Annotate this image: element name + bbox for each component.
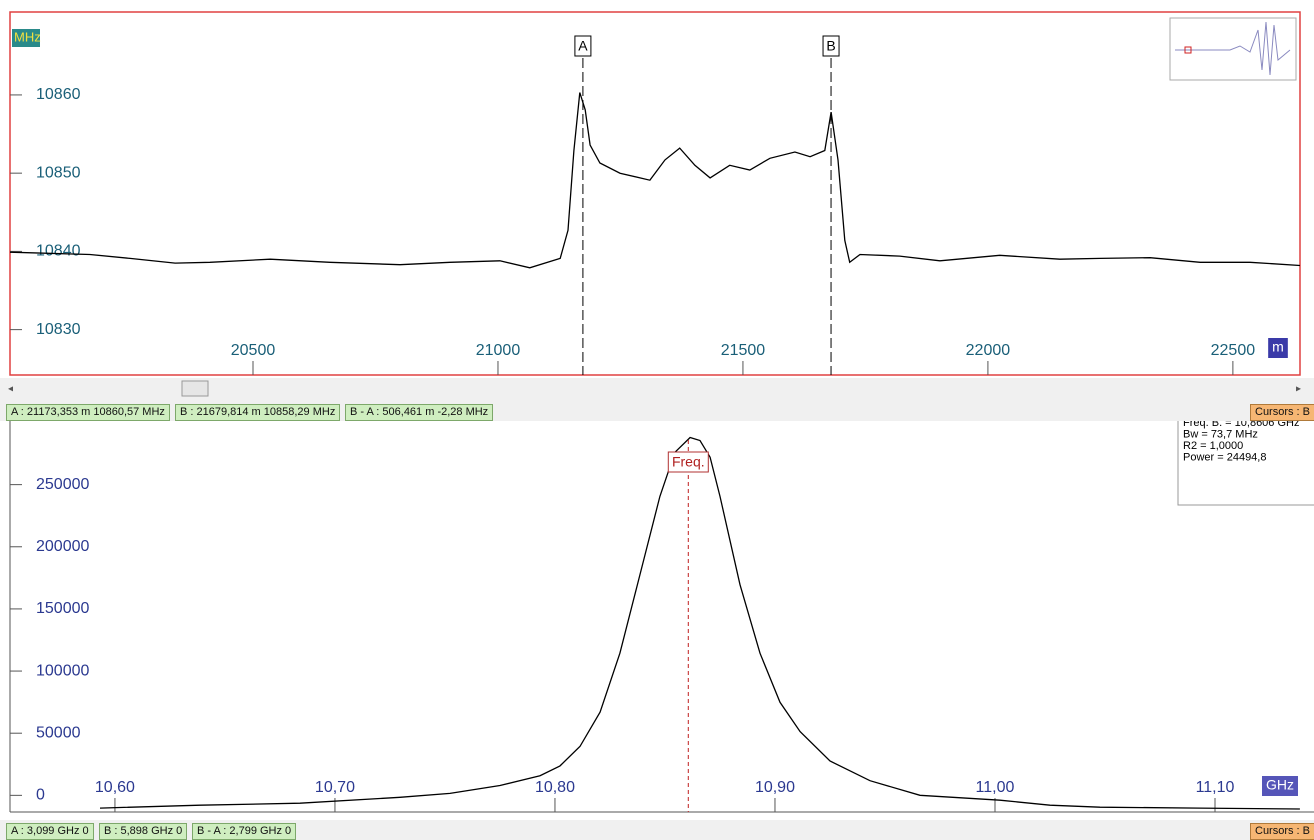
overview-window	[1184, 46, 1192, 54]
status-field: A : 21173,353 m 10860,57 MHz	[6, 404, 170, 421]
x-tick-label: 21500	[721, 342, 766, 359]
data-line	[99, 436, 1300, 810]
status-field: B - A : 2,799 GHz 0	[192, 823, 297, 840]
y-unit: MHz	[14, 29, 41, 44]
y-tick-label: 10860	[36, 86, 81, 103]
x-unit-bg	[1268, 338, 1288, 358]
x-tick-label: 20500	[231, 342, 276, 359]
cursor-mode[interactable]: Cursors : B	[1250, 823, 1314, 840]
x-tick-label: 22000	[966, 342, 1011, 359]
y-tick-label: 10840	[36, 243, 81, 260]
scroll-right[interactable]: ▸	[1296, 384, 1301, 395]
status-field: B : 21679,814 m 10858,29 MHz	[175, 404, 341, 421]
y-tick-label: 0	[36, 787, 45, 804]
y-tick-label: 10850	[36, 164, 81, 181]
x-tick-label: 11,00	[976, 779, 1015, 796]
status-field: A : 3,099 GHz 0	[6, 823, 94, 840]
scroll-thumb[interactable]	[181, 380, 209, 397]
marker-tag-box	[667, 451, 709, 473]
cursor-mode[interactable]: Cursors : B	[1250, 404, 1314, 421]
bottom-panel	[0, 420, 1314, 820]
cursor-tag-box	[822, 35, 840, 57]
scroll-left[interactable]: ◂	[8, 384, 13, 395]
x-tick-label: 10,90	[755, 779, 795, 796]
x-unit-bg	[1262, 776, 1298, 796]
status-bar: A : 21173,353 m 10860,57 MHz B : 21679,81…	[0, 403, 1314, 421]
x-tick-label: 21000	[476, 342, 521, 359]
y-tick-label: 10830	[36, 321, 81, 338]
cursor-tag: A	[578, 38, 588, 54]
y-tick-label: 100000	[36, 662, 89, 679]
data-line	[9, 92, 1301, 269]
fit-info-line: R2 = 1,0000	[1183, 440, 1243, 452]
overview-trace	[1175, 21, 1291, 76]
fit-info-box	[1177, 412, 1314, 506]
marker-tag: Freq.	[672, 454, 705, 470]
x-tick-label: 11,10	[1196, 779, 1235, 796]
status-field: B : 5,898 GHz 0	[99, 823, 188, 840]
y-tick-label: 150000	[36, 600, 89, 617]
status-field: B - A : 506,461 m -2,28 MHz	[345, 404, 494, 421]
y-unit-bg	[12, 29, 40, 47]
fit-info-line: Power = 24494,8	[1183, 451, 1266, 463]
fit-info-line: Bw = 73,7 MHz	[1183, 428, 1258, 440]
top-panel	[0, 0, 1314, 378]
y-tick-label: 200000	[36, 538, 89, 555]
x-tick-label: 10,80	[535, 779, 575, 796]
x-tick-label: 10,70	[315, 779, 355, 796]
y-tick-label: 250000	[36, 476, 89, 493]
cursor-tag-box	[574, 35, 592, 57]
x-unit: GHz	[1266, 777, 1294, 793]
x-tick-label: 10,60	[95, 779, 135, 796]
x-unit: m	[1272, 339, 1284, 355]
scrollbar[interactable]	[0, 378, 1314, 400]
y-tick-label: 50000	[36, 724, 81, 741]
top-plot-frame	[9, 11, 1301, 376]
x-tick-label: 22500	[1211, 342, 1256, 359]
cursor-tag: B	[826, 38, 835, 54]
